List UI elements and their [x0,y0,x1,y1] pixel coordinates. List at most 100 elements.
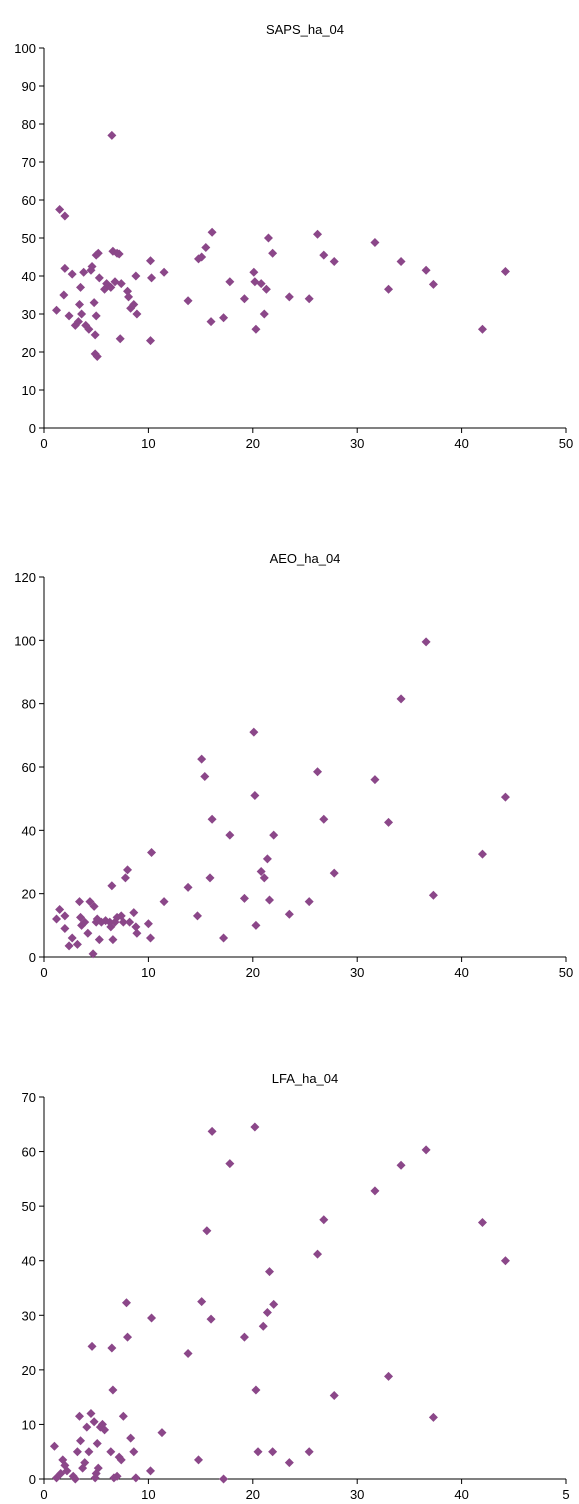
data-point [56,1469,66,1479]
data-point [219,313,229,323]
data-point [72,939,82,949]
data-point [225,830,235,840]
data-point [159,267,169,277]
data-point [239,294,249,304]
y-tick-label: 70 [22,155,36,170]
data-point [59,290,69,300]
data-point [93,1463,103,1473]
data-point [239,1332,249,1342]
data-point [91,311,101,321]
data-point [329,257,339,267]
x-tick-label: 40 [454,965,468,980]
data-point [126,1433,136,1443]
data-point [84,324,94,334]
data-point [123,865,133,875]
data-point [145,336,155,346]
data-point [396,257,406,267]
y-tick-label: 0 [29,950,36,965]
y-tick-label: 60 [22,1145,36,1160]
chart-title: SAPS_ha_04 [266,22,344,37]
data-point [145,1466,155,1476]
data-point [225,1159,235,1169]
data-point [145,256,155,266]
data-point [206,317,216,327]
data-point [256,279,266,289]
x-tick-label: 20 [246,965,260,980]
data-point [428,890,438,900]
data-point [421,265,431,275]
data-point [108,935,118,945]
y-tick-label: 80 [22,697,36,712]
x-tick-label: 20 [246,436,260,451]
data-point [304,1447,314,1457]
data-point [64,941,74,951]
x-tick-label: 0 [40,436,47,451]
x-tick-label: 30 [350,965,364,980]
data-point [94,273,104,283]
x-tick-label: 20 [246,1487,260,1502]
data-point [183,1348,193,1358]
data-point [92,1439,102,1449]
data-point [421,637,431,647]
data-point [421,1145,431,1155]
y-tick-label: 30 [22,307,36,322]
data-point [114,249,124,259]
y-tick-label: 90 [22,79,36,94]
data-point [258,1321,268,1331]
data-point [329,1391,339,1401]
data-point [129,300,139,309]
data-point [428,279,438,289]
y-tick-label: 40 [22,823,36,838]
y-tick-label: 60 [22,193,36,208]
data-point [313,1249,323,1259]
data-point [76,282,86,292]
data-point [145,933,155,943]
data-point [268,248,278,258]
data-point [112,1471,122,1481]
x-tick-label: 30 [350,436,364,451]
data-point [107,881,117,891]
y-tick-label: 10 [22,1417,36,1432]
y-tick-label: 20 [22,1363,36,1378]
data-point [261,284,271,294]
x-tick-label: 10 [141,1487,155,1502]
data-point [60,211,70,221]
data-point [262,1308,272,1318]
data-point [304,897,314,907]
data-point [265,1267,275,1277]
data-point [219,933,229,943]
data-point [89,298,99,308]
data-point [256,867,266,876]
y-tick-label: 0 [29,421,36,436]
data-point [194,1455,204,1465]
data-point [265,895,275,905]
data-point [207,1126,217,1136]
data-point [125,917,135,927]
data-point [384,1371,394,1381]
data-point [64,311,74,321]
data-point [82,1422,92,1432]
data-point [284,292,294,302]
data-point [67,269,77,279]
data-point [106,1447,116,1457]
data-point [60,263,70,273]
data-point [251,324,261,334]
data-point [284,909,294,919]
data-point [74,897,84,907]
data-point [225,277,235,287]
data-point [116,1455,126,1465]
data-point [370,238,380,248]
data-point [52,305,62,315]
y-tick-label: 20 [22,345,36,360]
data-point [384,817,394,827]
data-point [115,334,125,344]
data-point [108,1385,118,1395]
data-point [251,1385,261,1395]
data-point [55,905,65,914]
data-point [239,893,249,903]
data-point [74,1411,84,1421]
data-point [500,1256,510,1266]
x-tick-label: 0 [40,965,47,980]
data-point [86,1409,96,1419]
